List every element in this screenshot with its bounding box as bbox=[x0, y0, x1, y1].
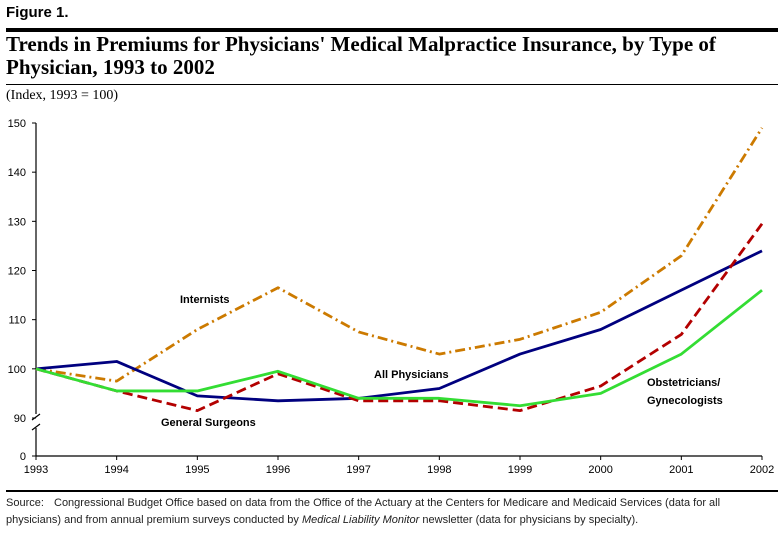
series-line-internists bbox=[35, 127, 764, 383]
source-note: Source: Congressional Budget Office based… bbox=[6, 495, 778, 529]
source-text-1: Congressional Budget Office based on dat… bbox=[6, 497, 721, 526]
y-tick-label: 90 bbox=[14, 413, 26, 425]
source-magazine: Medical Liability Monitor bbox=[301, 514, 420, 526]
source-rule bbox=[6, 490, 778, 492]
series-line-general-surgeons bbox=[35, 222, 764, 413]
x-tick-label: 2000 bbox=[588, 464, 612, 476]
x-tick-label: 1998 bbox=[427, 464, 451, 476]
figure-label: Figure 1. bbox=[6, 4, 69, 21]
chart-title: Trends in Premiums for Physicians' Medic… bbox=[6, 32, 716, 79]
y-tick-label: 110 bbox=[8, 315, 26, 327]
y-tick-label: 130 bbox=[8, 216, 26, 228]
y-tick-label: 120 bbox=[8, 266, 26, 278]
x-tick-label: 1995 bbox=[185, 464, 209, 476]
label-obgyn-line1: Obstetricians/ bbox=[647, 377, 720, 389]
x-tick-label: 1997 bbox=[346, 464, 370, 476]
source-text-2: newsletter (data for physicians by speci… bbox=[422, 514, 639, 526]
chart-subtitle: (Index, 1993 = 100) bbox=[6, 88, 119, 103]
x-tick-label: 1993 bbox=[24, 464, 48, 476]
axis-break-mark bbox=[31, 413, 41, 431]
y-tick-label: 100 bbox=[8, 364, 26, 376]
x-tick-label: 1999 bbox=[508, 464, 532, 476]
series-line-obstetricians-gynecologists bbox=[35, 289, 763, 408]
y-tick-label: 150 bbox=[8, 118, 26, 130]
x-tick-label: 1994 bbox=[104, 464, 128, 476]
label-all-physicians: All Physicians bbox=[374, 369, 449, 381]
x-tick-label: 2001 bbox=[669, 464, 693, 476]
subtitle-rule bbox=[6, 84, 778, 85]
y-tick-label: 140 bbox=[8, 167, 26, 179]
series-line-all-physicians bbox=[35, 249, 763, 403]
label-obgyn-line2: Gynecologists bbox=[647, 395, 723, 407]
label-internists: Internists bbox=[180, 294, 230, 306]
label-general-surgeons: General Surgeons bbox=[161, 417, 256, 429]
y-tick-label: 0 bbox=[20, 451, 26, 463]
title-rule bbox=[6, 28, 778, 32]
x-tick-label: 1996 bbox=[266, 464, 290, 476]
x-tick-label: 2002 bbox=[750, 464, 774, 476]
source-label: Source: bbox=[6, 497, 44, 509]
